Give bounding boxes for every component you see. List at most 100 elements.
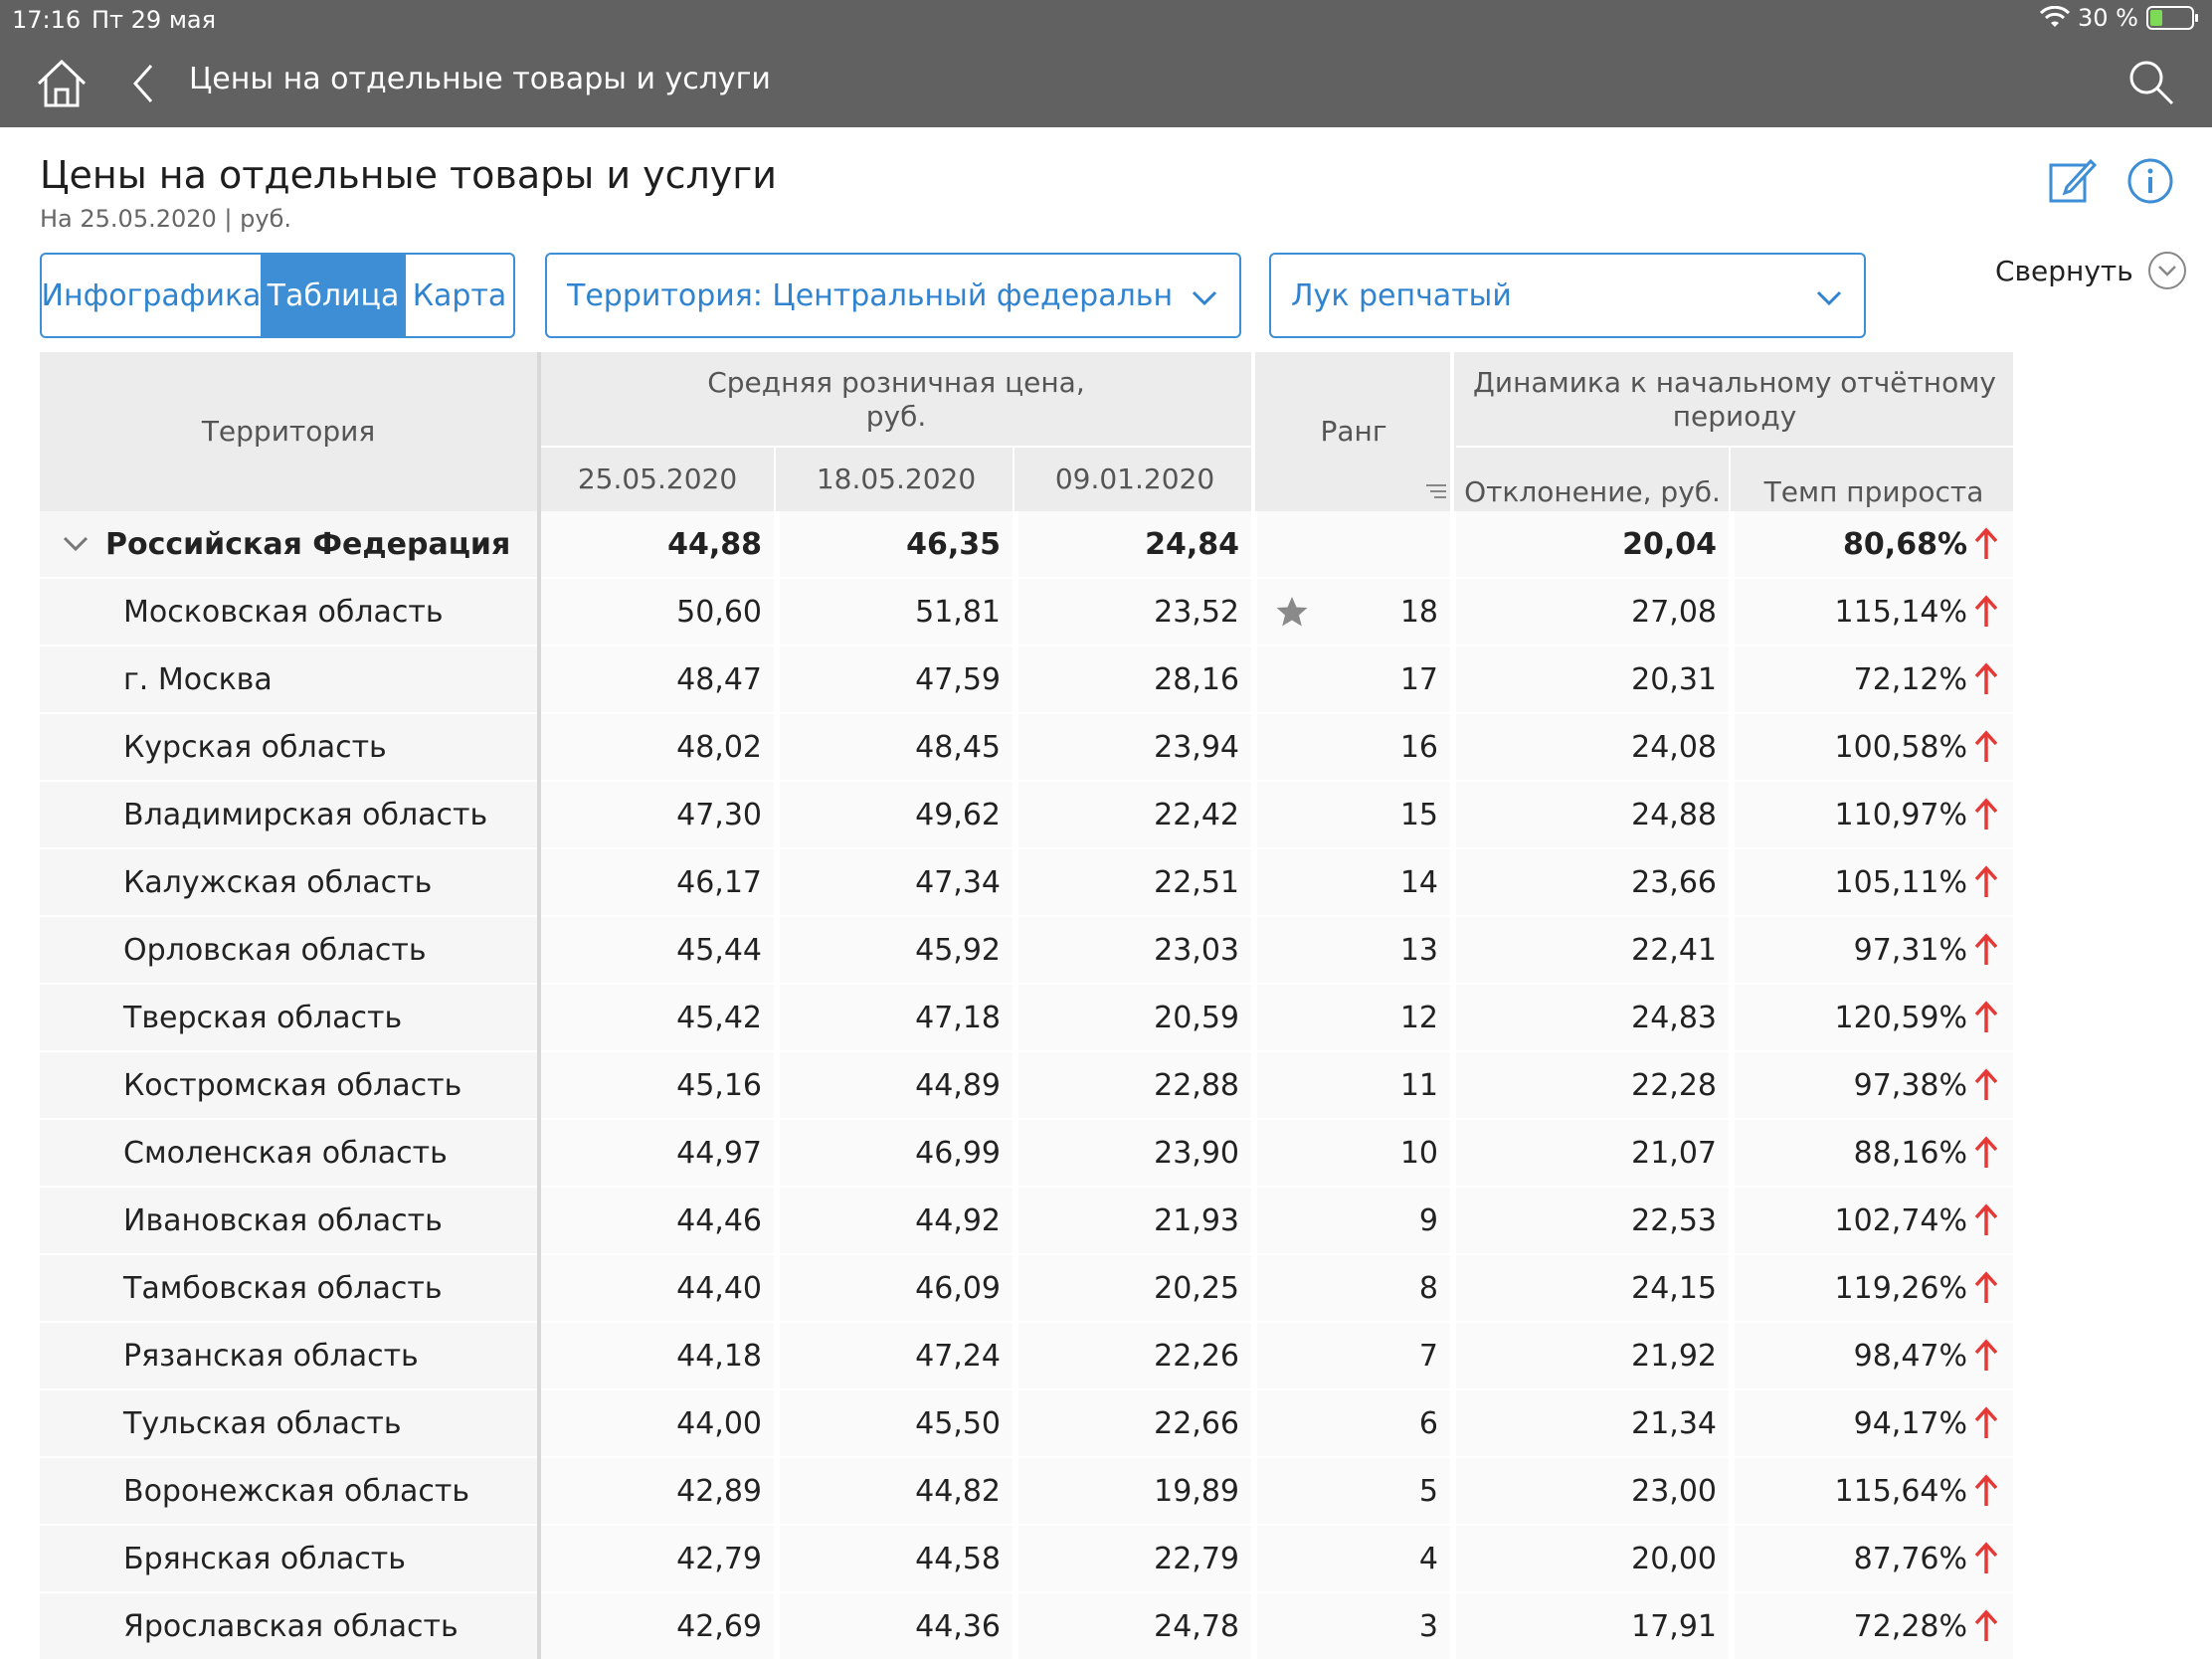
price-cell-2: 46,35 — [780, 511, 1013, 577]
table-row[interactable]: Российская Федерация 44,88 46,35 24,84 20,04… — [40, 511, 2013, 579]
table-row[interactable]: Владимирская область 47,30 49,62 22,42 15 24,… — [40, 782, 2013, 849]
table-row[interactable]: Брянская область 42,79 44,58 22,79 4 20,00 87,… — [40, 1526, 2013, 1593]
table-row[interactable]: г. Москва 48,47 47,59 28,16 17 20,31 72,12% — [40, 646, 2013, 714]
territory-cell: г. Москва — [40, 646, 537, 712]
territory-cell-text: Ярославская область — [123, 1608, 459, 1644]
info-icon[interactable] — [2126, 157, 2174, 205]
divider — [774, 448, 776, 511]
table-row[interactable]: Рязанская область 44,18 47,24 22,26 7 21,92 98… — [40, 1323, 2013, 1390]
tab-table[interactable]: Таблица — [263, 255, 406, 336]
table-row[interactable]: Ивановская область 44,46 44,92 21,93 9 22,53 1… — [40, 1188, 2013, 1255]
nav-bar: Цены на отдельные товары и услуги — [0, 40, 2212, 127]
price-cell-2-text: 44,82 — [915, 1473, 1001, 1509]
rank-cell: 17 — [1257, 646, 1450, 712]
rank-cell: 14 — [1257, 849, 1450, 915]
arrow-up-icon — [1974, 933, 1998, 965]
growth-cell: 97,38% — [1735, 1052, 2013, 1118]
rank-cell: 16 — [1257, 714, 1450, 780]
deviation-cell-text: 17,91 — [1631, 1608, 1717, 1644]
price-cell-1: 47,30 — [541, 782, 774, 847]
price-cell-2-text: 44,92 — [915, 1202, 1001, 1238]
table-row[interactable]: Воронежская область 42,89 44,82 19,89 5 23,00… — [40, 1458, 2013, 1526]
rank-cell-text: 10 — [1399, 1135, 1438, 1171]
deviation-cell-text: 24,88 — [1631, 797, 1717, 832]
price-cell-1: 44,40 — [541, 1255, 774, 1321]
price-cell-1: 45,44 — [541, 917, 774, 983]
table-row[interactable]: Курская область 48,02 48,45 23,94 16 24,08 100… — [40, 714, 2013, 782]
table-row[interactable]: Калужская область 46,17 47,34 22,51 14 23,66 1… — [40, 849, 2013, 917]
territory-dropdown[interactable]: Территория: Центральный федеральный ок — [545, 253, 1241, 338]
deviation-cell: 22,28 — [1456, 1052, 1729, 1118]
rank-cell: 12 — [1257, 985, 1450, 1050]
home-icon[interactable] — [34, 56, 90, 111]
price-cell-3-text: 23,90 — [1154, 1135, 1239, 1171]
search-icon[interactable] — [2126, 58, 2176, 107]
rank-cell-text: 5 — [1418, 1473, 1438, 1509]
growth-cell: 100,58% — [1735, 714, 2013, 780]
growth-cell-text: 105,11% — [1834, 864, 1967, 900]
table-row[interactable]: Смоленская область 44,97 46,99 23,90 10 21,07… — [40, 1120, 2013, 1188]
growth-cell-text: 97,38% — [1853, 1067, 1967, 1103]
price-cell-1-text: 42,89 — [676, 1473, 762, 1509]
sort-icon[interactable] — [1424, 481, 1448, 501]
product-dropdown[interactable]: Лук репчатый — [1269, 253, 1866, 338]
deviation-cell-text: 24,83 — [1631, 1000, 1717, 1035]
deviation-cell: 24,08 — [1456, 714, 1729, 780]
chevron-left-icon[interactable] — [127, 62, 159, 105]
territory-cell-text: Ивановская область — [123, 1202, 443, 1238]
price-cell-1-text: 45,16 — [676, 1067, 762, 1103]
wifi-icon — [2040, 6, 2071, 27]
table-row[interactable]: Костромская область 45,16 44,89 22,88 11 22,2… — [40, 1052, 2013, 1120]
table-row[interactable]: Тульская область 44,00 45,50 22,66 6 21,34 94,… — [40, 1390, 2013, 1458]
price-cell-2: 46,09 — [780, 1255, 1013, 1321]
price-cell-3-text: 21,93 — [1154, 1202, 1239, 1238]
chevron-down-icon[interactable] — [62, 533, 90, 555]
price-cell-2: 51,81 — [780, 579, 1013, 645]
price-cell-3-text: 24,84 — [1145, 526, 1239, 562]
header-date-3[interactable]: 09.01.2020 — [1054, 462, 1215, 495]
growth-cell-text: 100,58% — [1834, 729, 1967, 765]
price-cell-2-text: 44,89 — [915, 1067, 1001, 1103]
growth-cell-text: 98,47% — [1853, 1338, 1967, 1374]
territory-cell: Тамбовская область — [40, 1255, 537, 1321]
growth-cell: 97,31% — [1735, 917, 2013, 983]
price-cell-1-text: 42,79 — [676, 1541, 762, 1576]
arrow-up-icon — [1974, 798, 1998, 830]
growth-cell-text: 72,12% — [1853, 661, 1967, 697]
table-row[interactable]: Московская область 50,60 51,81 23,52 18 27,08… — [40, 579, 2013, 646]
table-row[interactable]: Ярославская область 42,69 44,36 24,78 3 17,91… — [40, 1593, 2013, 1659]
collapse-button[interactable]: Свернуть — [1995, 251, 2187, 290]
header-rank[interactable]: Ранг — [1320, 415, 1387, 448]
header-deviation[interactable]: Отклонение, руб. — [1464, 475, 1721, 508]
arrow-up-icon — [1974, 527, 1998, 559]
arrow-up-icon — [1974, 1001, 1998, 1032]
rank-cell: 3 — [1257, 1593, 1450, 1659]
price-cell-1-text: 46,17 — [676, 864, 762, 900]
deviation-cell: 17,91 — [1456, 1593, 1729, 1659]
table-row[interactable]: Тамбовская область 44,40 46,09 20,25 8 24,15 1… — [40, 1255, 2013, 1323]
table-header: Территория Средняя розничная цена, руб. … — [40, 352, 2013, 511]
deviation-cell-text: 24,15 — [1631, 1270, 1717, 1306]
deviation-cell: 20,00 — [1456, 1526, 1729, 1591]
product-value: Лук репчатый — [1291, 277, 1512, 313]
rank-cell-text: 3 — [1418, 1608, 1438, 1644]
header-date-1[interactable]: 25.05.2020 — [577, 462, 738, 495]
battery-percent: 30 % — [2078, 4, 2138, 32]
header-territory[interactable]: Территория — [201, 415, 376, 448]
chevron-down-icon — [1816, 290, 1842, 306]
header-date-2[interactable]: 18.05.2020 — [816, 462, 977, 495]
header-growth[interactable]: Темп прироста — [1763, 475, 1984, 508]
price-cell-3-text: 24,78 — [1154, 1608, 1239, 1644]
growth-cell: 119,26% — [1735, 1255, 2013, 1321]
tab-infographic[interactable]: Инфографика — [42, 255, 263, 336]
territory-cell: Воронежская область — [40, 1458, 537, 1524]
tab-map[interactable]: Карта — [412, 277, 507, 313]
growth-cell-text: 97,31% — [1853, 932, 1967, 968]
edit-icon[interactable] — [2047, 155, 2097, 205]
star-icon[interactable] — [1275, 595, 1309, 629]
growth-cell-text: 80,68% — [1843, 526, 1967, 562]
deviation-cell: 22,41 — [1456, 917, 1729, 983]
table-row[interactable]: Тверская область 45,42 47,18 20,59 12 24,83 12… — [40, 985, 2013, 1052]
table-row[interactable]: Орловская область 45,44 45,92 23,03 13 22,41 9… — [40, 917, 2013, 985]
territory-cell: Московская область — [40, 579, 537, 645]
